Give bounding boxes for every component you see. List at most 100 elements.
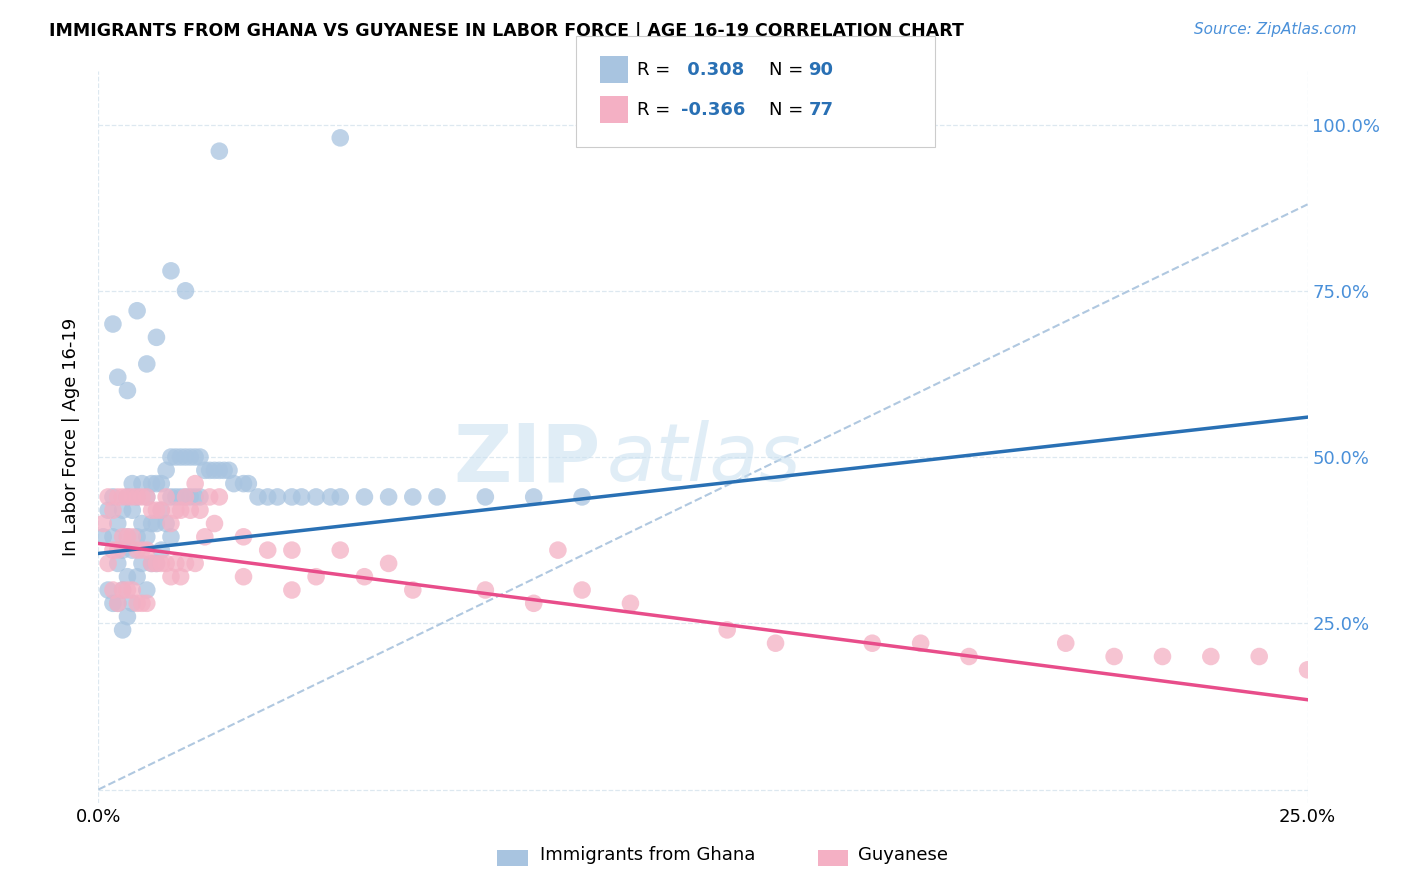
Point xyxy=(571,490,593,504)
Point xyxy=(266,490,288,504)
Point xyxy=(91,530,114,544)
Point xyxy=(402,582,425,597)
Bar xyxy=(498,850,527,866)
Point xyxy=(281,490,304,504)
Point xyxy=(256,543,278,558)
Point xyxy=(127,490,149,504)
Point xyxy=(101,582,124,597)
Point xyxy=(135,357,157,371)
Point xyxy=(155,490,177,504)
Point xyxy=(716,623,738,637)
Point xyxy=(165,490,187,504)
Point xyxy=(174,490,197,504)
Point xyxy=(155,463,177,477)
Point xyxy=(174,490,197,504)
Point xyxy=(117,490,139,504)
Point xyxy=(107,543,129,558)
Point xyxy=(150,503,173,517)
Text: 0.308: 0.308 xyxy=(681,61,744,78)
Point xyxy=(198,490,221,504)
Point xyxy=(111,530,134,544)
Point xyxy=(101,503,124,517)
Point xyxy=(179,503,201,517)
Point xyxy=(111,582,134,597)
Point xyxy=(131,490,153,504)
Point xyxy=(117,490,139,504)
Point xyxy=(474,582,496,597)
Point xyxy=(1296,663,1319,677)
Text: ZIP: ZIP xyxy=(453,420,600,498)
Point xyxy=(957,649,980,664)
Point xyxy=(135,582,157,597)
Text: 90: 90 xyxy=(808,61,834,78)
Point xyxy=(111,623,134,637)
Point xyxy=(204,516,226,531)
Point xyxy=(111,503,134,517)
Text: Source: ZipAtlas.com: Source: ZipAtlas.com xyxy=(1194,22,1357,37)
Point xyxy=(571,582,593,597)
Point xyxy=(131,476,153,491)
Text: IMMIGRANTS FROM GHANA VS GUYANESE IN LABOR FORCE | AGE 16-19 CORRELATION CHART: IMMIGRANTS FROM GHANA VS GUYANESE IN LAB… xyxy=(49,22,965,40)
Point xyxy=(426,490,449,504)
Point xyxy=(117,530,139,544)
Point xyxy=(160,490,183,504)
Point xyxy=(474,490,496,504)
Point xyxy=(91,516,114,531)
Point xyxy=(169,503,191,517)
Point xyxy=(150,543,173,558)
Point xyxy=(141,503,163,517)
Point xyxy=(127,543,149,558)
Point xyxy=(160,264,183,278)
Point xyxy=(1249,649,1271,664)
Point xyxy=(155,516,177,531)
Point xyxy=(169,570,191,584)
Point xyxy=(150,503,173,517)
Point xyxy=(145,557,167,571)
Point xyxy=(208,490,231,504)
Point xyxy=(547,543,569,558)
Point xyxy=(107,596,129,610)
Point xyxy=(212,463,235,477)
Point xyxy=(619,596,641,610)
Point xyxy=(117,582,139,597)
Point xyxy=(160,450,183,464)
Point xyxy=(111,582,134,597)
Text: Guyanese: Guyanese xyxy=(858,847,948,864)
Point xyxy=(131,557,153,571)
Point xyxy=(238,476,260,491)
Text: N =: N = xyxy=(769,101,808,119)
Point xyxy=(860,636,883,650)
Text: Immigrants from Ghana: Immigrants from Ghana xyxy=(540,847,755,864)
Point xyxy=(150,476,173,491)
Point xyxy=(131,516,153,531)
Point xyxy=(101,530,124,544)
Point xyxy=(165,503,187,517)
Point xyxy=(121,490,143,504)
Point xyxy=(910,636,932,650)
Point xyxy=(377,490,399,504)
Point xyxy=(290,490,312,504)
Point xyxy=(145,476,167,491)
Point xyxy=(117,384,139,398)
Point xyxy=(135,490,157,504)
Point xyxy=(198,463,221,477)
Point xyxy=(402,490,425,504)
Point xyxy=(765,636,787,650)
Point xyxy=(1152,649,1174,664)
Point xyxy=(131,543,153,558)
Text: atlas: atlas xyxy=(606,420,801,498)
Point xyxy=(121,582,143,597)
Point xyxy=(97,503,120,517)
Point xyxy=(319,490,342,504)
Point xyxy=(107,516,129,531)
Point xyxy=(523,490,546,504)
Point xyxy=(141,516,163,531)
Point xyxy=(377,557,399,571)
Text: N =: N = xyxy=(769,61,808,78)
Point xyxy=(353,490,375,504)
Point xyxy=(107,557,129,571)
Point xyxy=(305,570,328,584)
Point xyxy=(111,490,134,504)
Text: R =: R = xyxy=(637,61,676,78)
Point xyxy=(135,543,157,558)
